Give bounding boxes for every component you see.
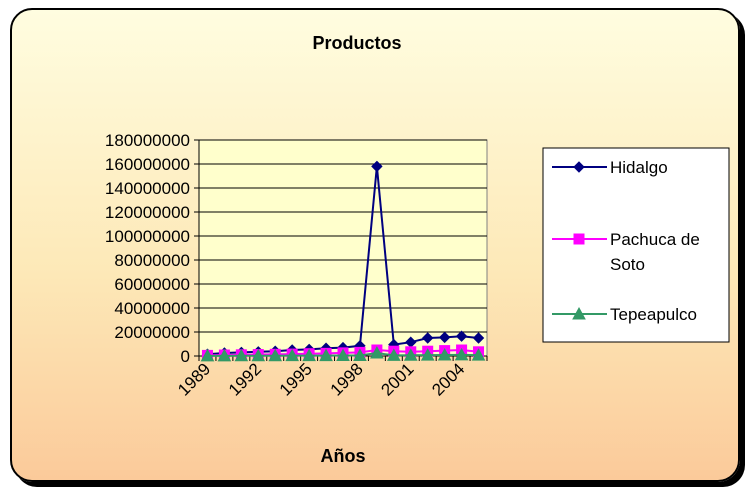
legend-label: Hidalgo: [610, 158, 668, 177]
data-point: [353, 348, 367, 361]
data-point: [421, 332, 434, 344]
y-tick-label: 180000000: [105, 131, 190, 150]
data-point: [285, 348, 300, 362]
chart-title: Productos: [312, 33, 401, 53]
data-point: [454, 347, 469, 361]
data-point: [234, 348, 249, 362]
data-point: [302, 348, 316, 362]
y-tick-label: 0: [181, 347, 190, 366]
data-point: [371, 160, 383, 173]
data-point: [217, 348, 232, 362]
legend: Hidalgo Pachuca de Soto Tepeapulco: [542, 147, 730, 343]
series-3: [200, 345, 486, 362]
legend-marker: [572, 306, 586, 320]
data-point: [455, 330, 468, 342]
data-point: [319, 348, 333, 362]
legend-label: Pachuca de Soto: [610, 230, 700, 274]
x-axis-title: Años: [321, 446, 366, 466]
legend-marker: [573, 233, 585, 245]
x-tick-label: 2004: [428, 359, 468, 399]
data-point: [438, 331, 451, 344]
chart-frame: Productos 0 20000000 40000000 60000000 80000…: [10, 8, 740, 482]
x-tick-label: 1995: [276, 359, 316, 399]
y-tick-label: 20000000: [114, 323, 190, 342]
data-point: [370, 345, 384, 359]
y-tick-label: 140000000: [105, 179, 190, 198]
data-point: [336, 348, 350, 362]
data-point: [200, 348, 215, 362]
data-point: [251, 348, 266, 362]
data-point: [437, 347, 452, 361]
legend-marker: [573, 161, 585, 173]
legend-item: Tepeapulco: [552, 305, 697, 324]
chart-svg: Productos 0 20000000 40000000 60000000 80000…: [105, 33, 730, 466]
y-tick-label: 160000000: [105, 155, 190, 174]
plot-area: [198, 139, 488, 357]
y-tick-label: 40000000: [114, 299, 190, 318]
x-tick-label: 1992: [225, 359, 265, 399]
data-point: [386, 348, 401, 361]
data-point: [403, 348, 418, 361]
data-point: [471, 348, 486, 361]
legend-label: Tepeapulco: [610, 305, 697, 324]
legend-item: Pachuca de Soto: [552, 230, 700, 274]
data-point: [472, 332, 485, 344]
y-tick-label: 120000000: [105, 203, 190, 222]
data-point: [268, 348, 283, 362]
legend-item: Hidalgo: [552, 158, 668, 177]
y-tick-label: 60000000: [114, 275, 190, 294]
grid-lines: [199, 139, 487, 333]
y-tick-label: 80000000: [114, 251, 190, 270]
legend-box: [542, 147, 730, 343]
x-axis: 1989 1992 1995 1998 2001 2004: [174, 355, 488, 400]
x-tick-label: 1998: [327, 359, 367, 399]
x-tick-label: 2001: [377, 359, 417, 399]
y-axis: 0 20000000 40000000 60000000 80000000 1000000…: [105, 131, 200, 366]
y-tick-label: 100000000: [105, 227, 190, 246]
data-point: [420, 348, 435, 361]
series-layer: [200, 160, 486, 362]
